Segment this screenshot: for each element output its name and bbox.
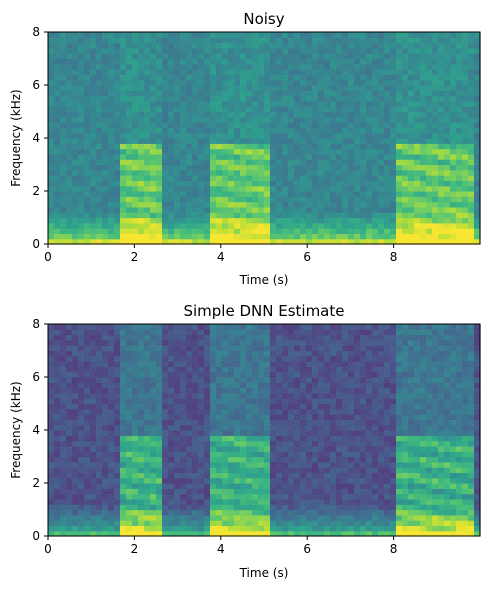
x-axis-label: Time (s) <box>239 273 289 287</box>
x-tick-label: 2 <box>131 250 139 264</box>
panel-noisy: Noisy 0 2 4 6 8 0 2 4 6 8 Time (s) Frequency (kHz… <box>9 10 481 287</box>
x-tick-label: 8 <box>390 250 398 264</box>
y-tick-label: 2 <box>32 184 40 198</box>
x-tick-label: 6 <box>303 250 311 264</box>
spectrogram-texture <box>48 32 480 244</box>
y-tick-label: 0 <box>32 237 40 251</box>
y-tick-label: 4 <box>32 131 40 145</box>
y-tick-label: 6 <box>32 78 40 92</box>
spectrogram-image <box>48 32 481 245</box>
y-tick-label: 8 <box>32 25 40 39</box>
axis-ticks: 0 2 4 6 8 0 2 4 6 8 <box>32 25 397 264</box>
x-tick-label: 0 <box>44 250 52 264</box>
spectrogram-image <box>48 324 481 537</box>
panel-title: Simple DNN Estimate <box>183 302 344 320</box>
y-axis-label: Frequency (kHz) <box>9 89 23 186</box>
panel-title: Noisy <box>243 10 284 28</box>
x-tick-label: 4 <box>217 250 225 264</box>
